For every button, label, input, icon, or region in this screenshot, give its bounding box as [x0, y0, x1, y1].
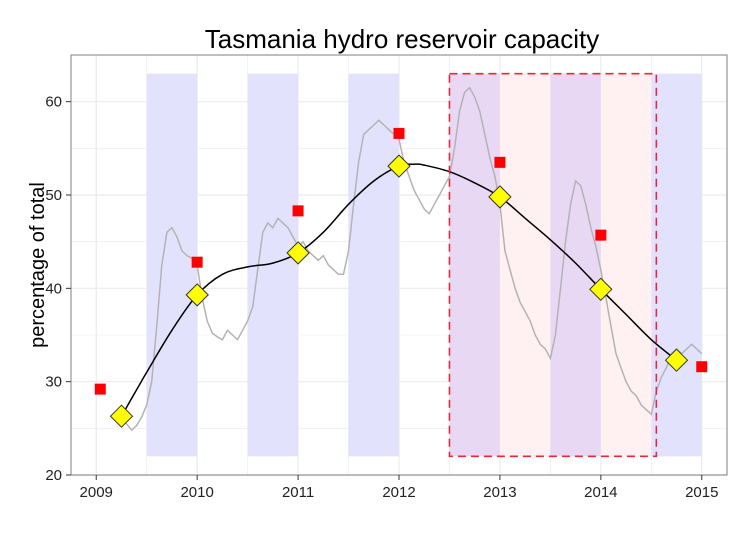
annual-value-square: [94, 383, 106, 395]
y-axis-label: percentage of total: [27, 182, 49, 348]
annual-value-square: [595, 229, 607, 241]
annual-value-square: [696, 361, 708, 373]
x-tick-label: 2012: [382, 484, 415, 501]
trend-point-diamond: [589, 277, 613, 302]
y-tick-label: 40: [45, 280, 62, 297]
y-tick-label: 50: [45, 187, 62, 204]
annual-value-square: [494, 156, 506, 168]
x-tick-label: 2013: [483, 484, 516, 501]
trend-point-diamond: [664, 348, 689, 372]
shaded-band: [146, 73, 198, 457]
trend-point-diamond: [387, 154, 411, 178]
plot-area: 2009 2010 2011 2012 2013 2014 2015 20 30 40 50 60: [45, 54, 728, 501]
y-tick-label: 30: [45, 374, 62, 391]
trend-point-diamond: [488, 185, 512, 209]
y-tick-label: 60: [45, 94, 62, 111]
trend-point-diamond: [185, 283, 209, 307]
highlight-region-border: [448, 72, 658, 458]
x-tick-label: 2010: [180, 484, 213, 501]
annual-value-square: [393, 127, 405, 139]
annual-value-square: [292, 205, 304, 217]
y-tick-label: 20: [45, 467, 62, 484]
x-tick-label: 2009: [80, 484, 113, 501]
trend-point-diamond: [109, 404, 134, 428]
shaded-band: [550, 73, 601, 457]
annual-value-square: [191, 256, 203, 268]
x-tick-label: 2014: [584, 484, 617, 501]
x-tick-label: 2015: [685, 484, 718, 501]
shaded-band: [651, 73, 702, 457]
shaded-band: [449, 73, 500, 457]
shaded-band: [348, 73, 399, 457]
trend-point-diamond: [286, 241, 310, 265]
chart-title: Tasmania hydro reservoir capacity: [205, 24, 600, 54]
x-tick-label: 2011: [282, 484, 314, 501]
